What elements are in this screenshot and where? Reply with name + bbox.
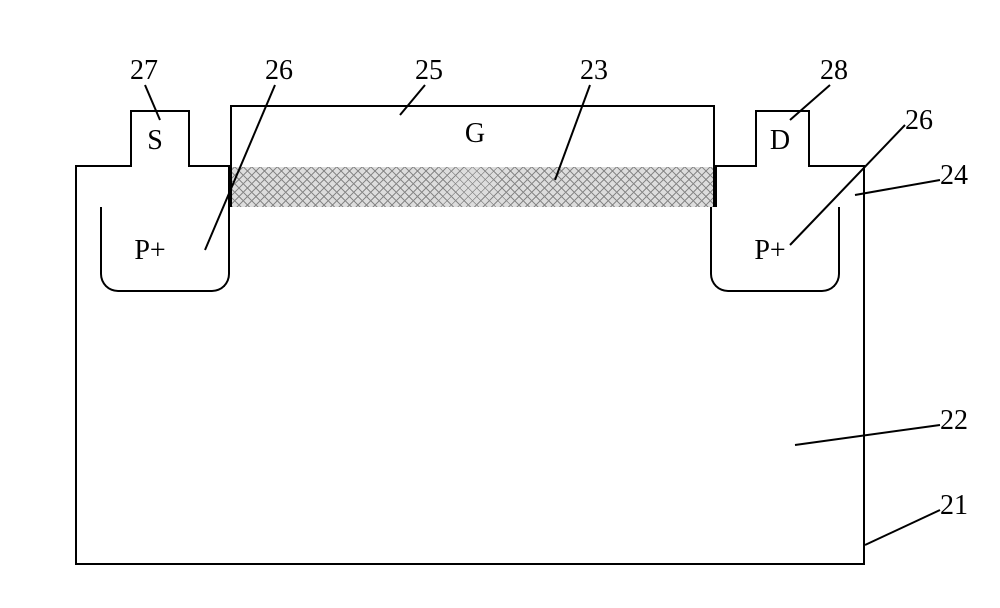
gate-dielectric <box>230 165 715 207</box>
p-region-left-label: P+ <box>125 235 175 267</box>
callout-24: 24 <box>940 160 968 192</box>
drain-label: D <box>765 125 795 157</box>
source-label: S <box>140 125 170 157</box>
substrate-layer <box>75 495 865 565</box>
callout-22: 22 <box>940 405 968 437</box>
callout-23: 23 <box>580 55 608 87</box>
callout-26-right: 26 <box>905 105 933 137</box>
callout-27: 27 <box>130 55 158 87</box>
gate-label: G <box>460 118 490 150</box>
insulator-left <box>75 165 230 207</box>
insulator-right <box>715 165 865 207</box>
diagram-container: S D G P+ P+ 21 22 24 26 28 23 25 26 27 <box>0 0 1000 608</box>
callout-21: 21 <box>940 490 968 522</box>
callout-28: 28 <box>820 55 848 87</box>
callout-26-left: 26 <box>265 55 293 87</box>
callout-25: 25 <box>415 55 443 87</box>
p-region-right-label: P+ <box>745 235 795 267</box>
